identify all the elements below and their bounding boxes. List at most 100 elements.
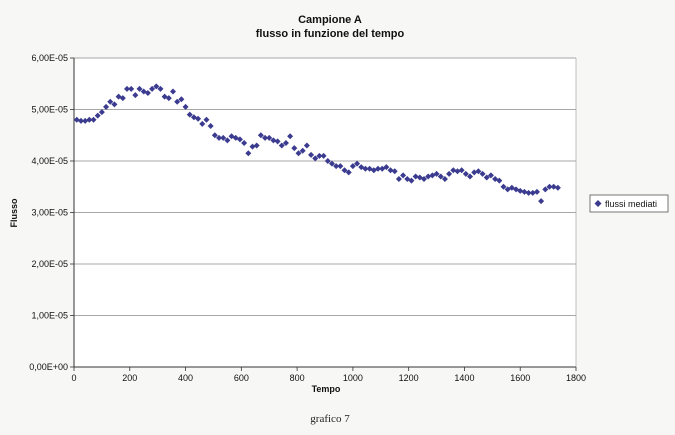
data-point xyxy=(550,183,557,190)
data-point xyxy=(195,115,202,122)
data-point xyxy=(245,150,252,157)
data-point xyxy=(383,164,390,171)
data-point xyxy=(73,116,80,123)
data-point xyxy=(483,174,490,181)
data-point xyxy=(253,142,260,149)
data-point xyxy=(287,133,294,140)
data-point xyxy=(282,139,289,146)
data-point xyxy=(220,134,227,141)
legend-marker xyxy=(594,200,602,207)
data-point xyxy=(174,98,181,105)
data-point xyxy=(337,163,344,170)
y-tick-label: 1,00E-05 xyxy=(31,311,68,321)
data-point xyxy=(533,188,540,195)
data-point xyxy=(270,137,277,144)
data-point xyxy=(266,134,273,141)
y-tick-label: 4,00E-05 xyxy=(31,156,68,166)
data-point xyxy=(157,85,164,92)
data-point xyxy=(324,158,331,164)
data-point xyxy=(178,96,185,103)
data-point xyxy=(320,152,327,159)
data-point xyxy=(408,177,415,184)
data-point xyxy=(119,95,126,102)
data-point xyxy=(471,169,478,176)
x-tick-label: 0 xyxy=(71,373,76,383)
data-point xyxy=(94,112,101,119)
x-tick-label: 1800 xyxy=(566,373,586,383)
data-point xyxy=(207,122,214,129)
y-tick-label: 2,00E-05 xyxy=(31,259,68,269)
data-point xyxy=(529,189,536,196)
data-point xyxy=(308,151,315,158)
data-point xyxy=(446,170,453,177)
data-point xyxy=(144,90,151,97)
data-point xyxy=(107,98,114,105)
data-point xyxy=(103,103,110,110)
x-tick-label: 600 xyxy=(234,373,249,383)
data-point xyxy=(345,169,352,176)
legend-label: flussi mediati xyxy=(605,199,657,209)
chart-subtitle: flusso in funzione del tempo xyxy=(256,28,405,40)
y-tick-label: 3,00E-05 xyxy=(31,208,68,218)
data-point xyxy=(249,143,256,150)
data-point xyxy=(182,103,189,110)
y-tick-label: 0,00E+00 xyxy=(29,362,68,372)
plot-area: 0,00E+00 1,00E-05 2,00E-05 3,00E-05 4,00E-05… xyxy=(29,53,586,383)
data-point xyxy=(467,173,474,180)
data-point xyxy=(387,167,394,174)
data-point xyxy=(82,117,89,124)
data-point xyxy=(437,173,444,180)
x-tick-label: 800 xyxy=(290,373,305,383)
data-point xyxy=(479,170,486,177)
data-point xyxy=(216,134,223,141)
data-point xyxy=(421,176,428,183)
data-point xyxy=(454,168,461,175)
data-point xyxy=(487,172,494,179)
data-point xyxy=(525,189,532,196)
x-tick-label: 1400 xyxy=(454,373,474,383)
data-point xyxy=(278,142,285,149)
y-tick-label: 6,00E-05 xyxy=(31,53,68,63)
data-point xyxy=(362,165,369,172)
x-tick-label: 200 xyxy=(122,373,137,383)
data-point xyxy=(186,111,193,118)
x-tick-label: 1200 xyxy=(399,373,419,383)
data-point xyxy=(98,109,105,116)
data-point xyxy=(433,170,440,177)
data-point xyxy=(316,152,323,159)
data-point xyxy=(542,186,549,193)
data-point xyxy=(211,132,218,139)
data-point xyxy=(328,160,335,167)
data-point xyxy=(341,167,348,174)
data-point xyxy=(132,92,139,99)
data-point xyxy=(153,83,160,90)
data-point xyxy=(354,160,361,167)
data-point xyxy=(86,116,93,123)
data-point xyxy=(170,88,177,95)
data-point xyxy=(291,145,298,152)
data-point xyxy=(475,168,482,175)
data-point xyxy=(111,101,118,108)
data-point xyxy=(391,168,398,175)
data-point xyxy=(441,176,448,183)
data-point xyxy=(546,183,553,190)
x-tick-label: 1000 xyxy=(343,373,363,383)
data-point xyxy=(312,155,319,162)
data-point xyxy=(400,172,407,179)
data-point xyxy=(274,138,281,145)
data-point xyxy=(450,167,457,174)
legend: flussi mediati xyxy=(589,194,669,213)
data-point xyxy=(395,176,402,183)
data-point xyxy=(458,167,465,174)
x-axis-title: Tempo xyxy=(312,384,341,394)
data-point xyxy=(123,85,130,92)
x-tick-label: 1600 xyxy=(510,373,530,383)
data-point xyxy=(236,136,243,143)
data-point xyxy=(128,85,135,92)
data-point xyxy=(412,173,419,180)
data-point xyxy=(333,163,340,170)
data-point xyxy=(203,116,210,123)
data-point xyxy=(224,137,231,144)
legend-box xyxy=(589,194,669,213)
